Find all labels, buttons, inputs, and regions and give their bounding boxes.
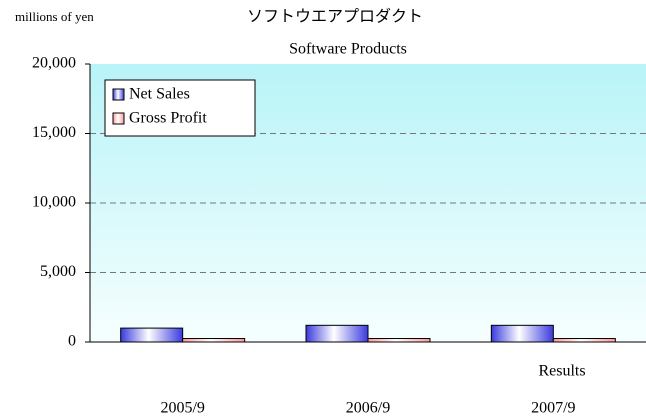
x-tick-label: 2006/9 — [346, 400, 390, 417]
legend-label: Net Sales — [129, 86, 190, 103]
legend-swatch — [112, 88, 125, 101]
y-tick-label: 0 — [68, 333, 76, 350]
bar — [305, 324, 369, 343]
y-tick-label: 10,000 — [32, 194, 76, 211]
bar — [367, 338, 431, 343]
x-tick-label: 2007/9 — [531, 400, 575, 417]
annotation: Results — [538, 363, 585, 380]
chart-subtitle: Software Products — [289, 41, 407, 58]
bar — [182, 338, 246, 343]
legend-box — [104, 79, 256, 137]
y-tick-label: 15,000 — [32, 124, 76, 141]
bar — [120, 327, 184, 343]
bar — [490, 324, 554, 343]
y-tick-label: 5,000 — [40, 263, 76, 280]
chart-title: ソフトウエアプロダクト — [247, 8, 423, 26]
legend-swatch — [112, 112, 125, 125]
x-tick-label: 2005/9 — [160, 400, 204, 417]
y-axis-label: millions of yen — [15, 9, 94, 24]
legend-label: Gross Profit — [129, 110, 207, 127]
y-tick-label: 20,000 — [32, 55, 76, 72]
bar — [552, 338, 616, 343]
